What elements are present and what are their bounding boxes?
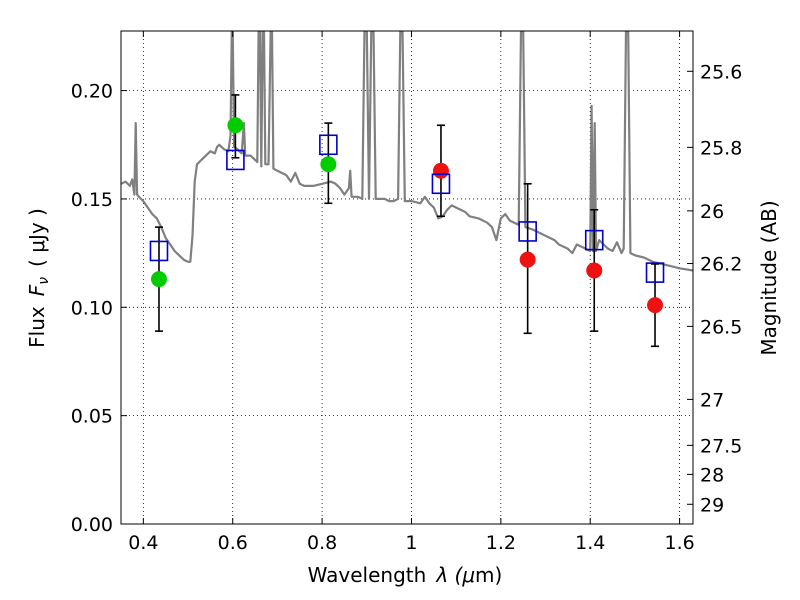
y2-tick-label: 26 bbox=[700, 201, 724, 223]
model-photometry-box bbox=[319, 134, 338, 156]
y2-tick-label: 29 bbox=[700, 494, 724, 516]
x-tick-label: 0.8 bbox=[307, 532, 337, 554]
y2-axis-title: Magnitude (AB) bbox=[757, 200, 781, 355]
y-axis-ticks: 0.00 0.05 0.10 0.15 0.20 bbox=[71, 81, 127, 536]
model-photometry-box bbox=[584, 229, 604, 251]
y2-tick-label: 27 bbox=[700, 389, 724, 411]
observed-point-red bbox=[586, 262, 603, 279]
points-layer bbox=[150, 117, 664, 314]
observed-point-green bbox=[227, 117, 244, 134]
y2-axis-ticks: 25.6 25.8 26 26.2 26.5 27 27.5 28 29 bbox=[687, 61, 742, 516]
x-tick-label: 0.6 bbox=[218, 532, 248, 554]
y-axis-title: FluxFν( μJy ) bbox=[25, 208, 52, 348]
observed-point-red bbox=[432, 162, 449, 179]
y-tick-label: 0.15 bbox=[71, 189, 113, 211]
model-box-layer bbox=[149, 134, 665, 283]
observed-point-green bbox=[150, 271, 167, 288]
x-tick-label: 1 bbox=[405, 532, 417, 554]
observed-point-red bbox=[519, 251, 536, 268]
x-tick-label: 0.4 bbox=[128, 532, 158, 554]
x-tick-label: 1.4 bbox=[575, 532, 605, 554]
grid-lines bbox=[121, 31, 693, 524]
y2-tick-label: 26.5 bbox=[700, 316, 742, 338]
model-photometry-box bbox=[149, 240, 169, 262]
y-tick-label: 0.10 bbox=[71, 297, 113, 319]
y2-tick-label: 25.8 bbox=[700, 137, 742, 159]
model-spectrum-line bbox=[121, 31, 693, 272]
model-photometry-box bbox=[645, 262, 665, 283]
y-tick-label: 0.00 bbox=[71, 514, 113, 536]
model-photometry-box bbox=[518, 221, 537, 242]
plot-frame bbox=[120, 30, 694, 525]
y2-tick-label: 25.6 bbox=[700, 61, 742, 83]
x-tick-label: 1.2 bbox=[486, 532, 516, 554]
y-tick-label: 0.05 bbox=[71, 406, 113, 428]
y2-tick-label: 26.2 bbox=[700, 254, 742, 276]
y2-tick-label: 28 bbox=[700, 464, 724, 486]
x-axis-ticks: 0.4 0.6 0.8 1 1.2 1.4 1.6 bbox=[128, 31, 695, 554]
y-tick-label: 0.20 bbox=[71, 81, 113, 103]
x-axis-title: Wavelength λ (μm) bbox=[308, 563, 503, 587]
x-tick-label: 1.6 bbox=[664, 532, 694, 554]
observed-point-green bbox=[320, 156, 337, 173]
model-photometry-box bbox=[226, 149, 245, 171]
spectrum-layer bbox=[121, 31, 693, 272]
y2-tick-label: 27.5 bbox=[700, 435, 742, 457]
observed-point-red bbox=[647, 297, 664, 314]
model-photometry-box bbox=[431, 173, 451, 195]
